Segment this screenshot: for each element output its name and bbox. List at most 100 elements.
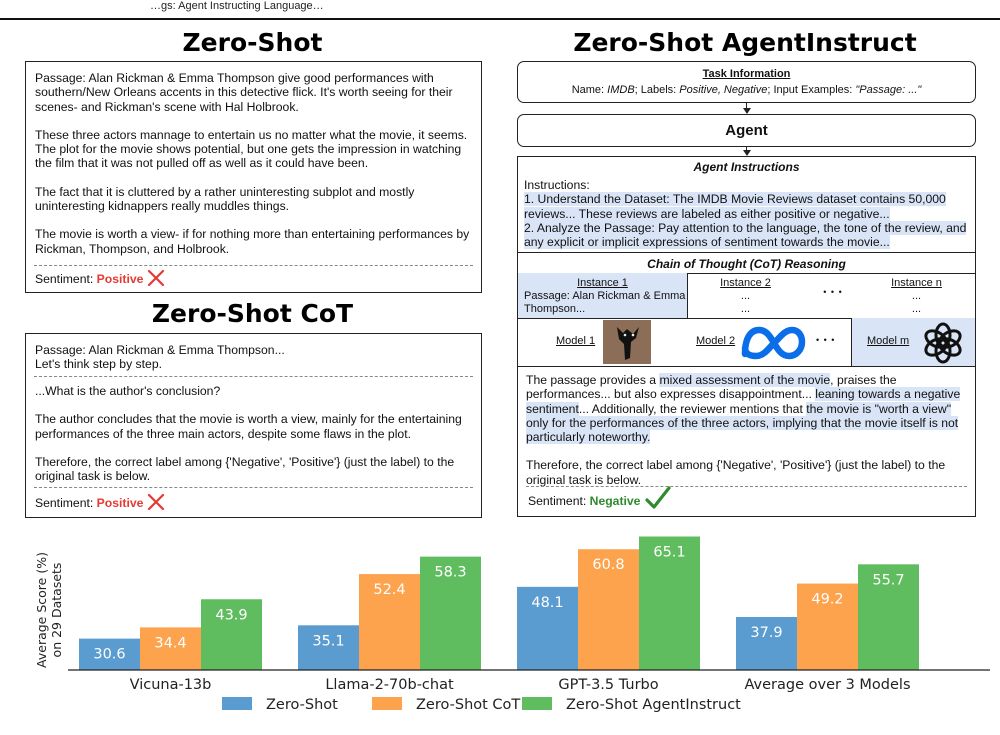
zs-sentiment: Sentiment: Positive	[35, 272, 143, 286]
ai-sentiment: Sentiment: Negative	[528, 494, 640, 508]
instance-1-text: Thompson...	[524, 303, 586, 315]
instance-1-label: Instance 1	[577, 277, 628, 289]
reason-highlight: particularly noteworthy.	[526, 430, 651, 445]
connector	[746, 147, 748, 151]
reason-text: ... Additionally, the reviewer mentions …	[578, 401, 807, 416]
meta-logo-icon	[741, 326, 806, 360]
divider	[34, 265, 473, 266]
bar-value-label: 55.7	[872, 572, 904, 588]
cot-sentiment: Sentiment: Positive	[35, 496, 143, 510]
bar-value-label: 37.9	[750, 625, 782, 641]
bar	[140, 627, 201, 670]
section-divider	[518, 252, 975, 253]
bar	[517, 586, 578, 670]
cot-reasoning-heading: Chain of Thought (CoT) Reasoning	[647, 257, 846, 271]
instr-line: 1. Understand the Dataset: The IMDB Movi…	[524, 192, 946, 207]
instance-n-cell: Instance n ... ...	[858, 273, 975, 318]
reason-highlight: mixed assessment of the movie	[659, 373, 831, 387]
sentiment-label: Sentiment:	[528, 494, 587, 508]
reason-text: The passage provides a	[526, 373, 660, 387]
divider	[526, 486, 967, 487]
reason-therefore: Therefore, the correct label among {'Neg…	[526, 458, 946, 487]
bar-value-label: 49.2	[811, 592, 843, 608]
results-bar-chart: Average Score (%) on 29 Datasets 30.6 34.…	[34, 536, 990, 713]
ellipsis: ...	[911, 303, 922, 315]
bar	[578, 549, 639, 670]
legend-swatch	[372, 697, 402, 710]
reason-text: , praises the	[830, 373, 897, 387]
cot-passage: Passage: Alan Rickman & Emma Thompson...…	[35, 343, 475, 372]
more-instances: • • •	[823, 287, 843, 297]
instr-line: reviews... These reviews are labeled as …	[524, 206, 890, 221]
zero-shot-title: Zero-Shot	[182, 28, 323, 57]
zero-shot-passage: Passage: Alan Rickman & Emma Thompson gi…	[35, 71, 475, 256]
legend-swatch	[522, 697, 552, 710]
category-label: Average over 3 Models	[744, 677, 910, 693]
instance-1-cell: Instance 1 Passage: Alan Rickman & Emma …	[518, 273, 688, 318]
name-value: IMDB	[607, 84, 635, 96]
bar	[420, 556, 481, 670]
zs-paragraph: Passage: Alan Rickman & Emma Thompson gi…	[35, 71, 453, 114]
bar	[736, 617, 797, 670]
bar-value-label: 43.9	[215, 607, 247, 623]
cot-question: ...What is the author's conclusion?	[35, 384, 221, 398]
reason-text: performances... but also expresses disap…	[526, 387, 816, 402]
labels-value: Positive, Negative	[679, 84, 768, 96]
header-rule	[0, 18, 1000, 20]
agent-box: Agent	[517, 114, 976, 147]
section-divider	[518, 273, 975, 274]
reason-highlight: sentiment	[526, 401, 579, 416]
sentiment-label: Sentiment:	[35, 272, 94, 286]
divider	[34, 376, 473, 377]
instance-2-cell: Instance 2 ... ...	[688, 273, 803, 318]
legend: Zero-Shot Zero-Shot CoT Zero-Shot AgentIns…	[222, 697, 741, 713]
input-value: "Passage: ..."	[855, 84, 922, 96]
bar-value-label: 58.3	[434, 565, 466, 581]
agent-instructions-heading: Agent Instructions	[693, 160, 800, 174]
bar	[858, 564, 919, 670]
y-axis-label: Average Score (%)	[34, 552, 49, 668]
agent-instructions-text: Instructions: 1. Understand the Dataset:…	[524, 178, 972, 250]
task-information-box: Task Information Name: IMDB; Labels: Pos…	[517, 61, 976, 103]
instance-row: Instance 1 Passage: Alan Rickman & Emma …	[518, 273, 975, 318]
agent-label: Agent	[725, 122, 768, 139]
ellipsis: ...	[911, 290, 922, 302]
cross-icon	[147, 493, 165, 511]
model-m-cell: Model m	[851, 318, 975, 366]
model-1-label: Model 1	[556, 335, 596, 347]
name-label: Name:	[571, 84, 608, 96]
bar-value-label: 65.1	[653, 545, 685, 561]
category-label: Vicuna-13b	[130, 677, 212, 693]
vicuna-logo-icon	[603, 320, 651, 364]
cot-answer: The author concludes that the movie is w…	[35, 412, 462, 441]
sentiment-label: Sentiment:	[35, 496, 94, 510]
bar	[79, 638, 140, 670]
bar-group: 30.6 34.4 43.9 35.1 52.4 58.3 48.1 60.8 65.1 37.9…	[79, 536, 919, 670]
model-row: Model 1 Model 2 • • • Model m	[518, 318, 975, 366]
reason-highlight: leaning towards a negative	[815, 387, 961, 402]
section-divider	[518, 318, 975, 319]
zs-paragraph: The movie is worth a view- if for nothin…	[35, 227, 470, 256]
instance-2-label: Instance 2	[720, 277, 771, 289]
section-divider	[518, 366, 975, 367]
input-label: ; Input Examples:	[767, 84, 856, 96]
legend-swatch	[222, 697, 252, 710]
zs-paragraph: These three actors mannage to entertain …	[35, 127, 468, 171]
bar-value-label: 35.1	[312, 633, 344, 649]
category-label: Llama-2-70b-chat	[325, 677, 454, 693]
cot-line: Passage: Alan Rickman & Emma Thompson...	[35, 343, 285, 357]
instr-line: any explicit or implicit expressions of …	[524, 235, 890, 250]
instr-line: Instructions:	[524, 178, 590, 192]
labels-label: ; Labels:	[634, 84, 680, 96]
bar	[639, 536, 700, 670]
reason-highlight: the movie is "worth a view"	[806, 401, 952, 416]
category-label: GPT-3.5 Turbo	[558, 677, 658, 693]
model-2-label: Model 2	[696, 335, 736, 347]
zs-paragraph: The fact that it is cluttered by a rathe…	[35, 184, 415, 214]
ellipsis: ...	[740, 303, 751, 315]
legend-label: Zero-Shot CoT	[416, 697, 520, 713]
divider	[34, 487, 473, 488]
bar-value-label: 34.4	[154, 635, 186, 651]
instance-n-label: Instance n	[891, 277, 942, 289]
bar	[201, 599, 262, 670]
